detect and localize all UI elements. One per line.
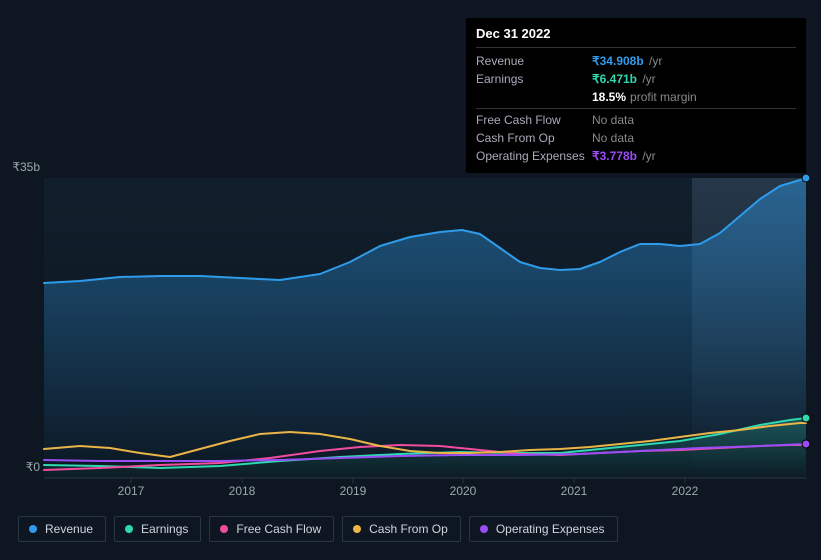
legend-dot — [480, 525, 488, 533]
legend-item-revenue[interactable]: Revenue — [18, 516, 106, 542]
tooltip-date: Dec 31 2022 — [476, 26, 796, 48]
tooltip-row-label: Earnings — [476, 72, 592, 86]
yaxis-label-bottom: ₹0 — [0, 460, 40, 474]
tooltip-row-value: ₹6.471b /yr — [592, 72, 656, 86]
xaxis-label: 2018 — [229, 484, 256, 498]
xaxis-labels: 2017 2018 2019 2020 2021 2022 — [0, 484, 821, 500]
chart-legend: Revenue Earnings Free Cash Flow Cash From O… — [18, 516, 618, 542]
tooltip-row-label: Operating Expenses — [476, 149, 592, 163]
legend-label: Revenue — [45, 522, 93, 536]
xaxis-label: 2020 — [450, 484, 477, 498]
legend-label: Free Cash Flow — [236, 522, 321, 536]
legend-dot — [125, 525, 133, 533]
tooltip-row-label: Revenue — [476, 54, 592, 68]
legend-item-earnings[interactable]: Earnings — [114, 516, 201, 542]
tooltip-row-value: No data — [592, 131, 634, 145]
legend-label: Operating Expenses — [496, 522, 605, 536]
xaxis-label: 2017 — [118, 484, 145, 498]
tooltip-row-label: Cash From Op — [476, 131, 592, 145]
tooltip-row-value: ₹34.908b /yr — [592, 54, 662, 68]
legend-label: Earnings — [141, 522, 188, 536]
tooltip-margin-row: 18.5%profit margin — [476, 88, 796, 106]
tooltip-row-value: ₹3.778b /yr — [592, 149, 656, 163]
legend-item-cashfromop[interactable]: Cash From Op — [342, 516, 461, 542]
xaxis-label: 2021 — [561, 484, 588, 498]
legend-label: Cash From Op — [369, 522, 448, 536]
legend-dot — [353, 525, 361, 533]
xaxis-label: 2019 — [340, 484, 367, 498]
tooltip-row: Cash From OpNo data — [476, 129, 796, 147]
legend-item-opex[interactable]: Operating Expenses — [469, 516, 618, 542]
tooltip-row-value: No data — [592, 113, 634, 127]
tooltip-row-label: Free Cash Flow — [476, 113, 592, 127]
tooltip-row: Free Cash FlowNo data — [476, 108, 796, 129]
financial-chart: ₹35b ₹0 2017 2018 2019 2020 2021 2022 Dec 31 … — [0, 0, 821, 560]
tooltip-row: Earnings₹6.471b /yr — [476, 70, 796, 88]
xaxis-label: 2022 — [672, 484, 699, 498]
tooltip-row: Operating Expenses₹3.778b /yr — [476, 147, 796, 165]
yaxis-label-top: ₹35b — [0, 160, 40, 174]
legend-dot — [29, 525, 37, 533]
legend-item-fcf[interactable]: Free Cash Flow — [209, 516, 334, 542]
legend-dot — [220, 525, 228, 533]
chart-tooltip: Dec 31 2022 Revenue₹34.908b /yrEarnings₹… — [466, 18, 806, 173]
tooltip-row: Revenue₹34.908b /yr — [476, 52, 796, 70]
